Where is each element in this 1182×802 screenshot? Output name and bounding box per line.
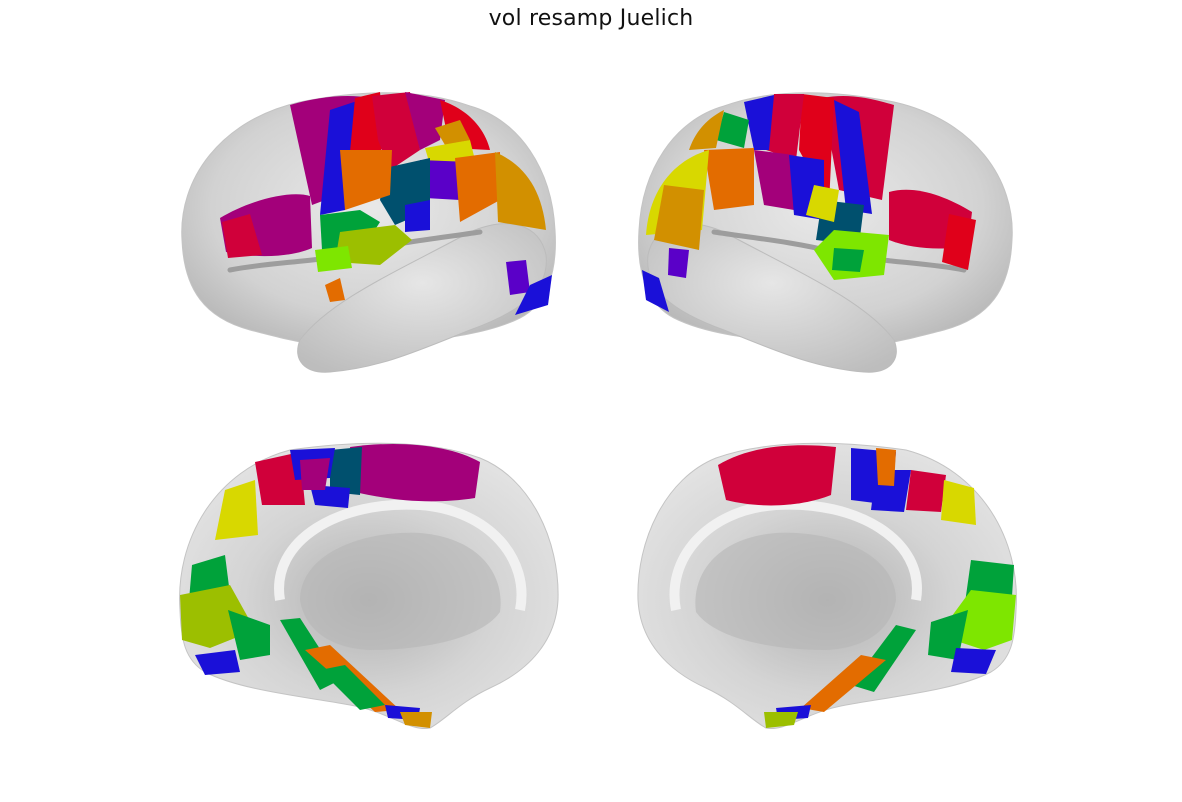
parcel [325, 278, 345, 302]
parcel [300, 458, 330, 490]
parcel [906, 470, 946, 512]
parcel [799, 94, 834, 205]
figure-title: vol resamp Juelich [488, 6, 694, 31]
parcel [654, 185, 704, 250]
parcel [435, 120, 470, 145]
parcel [350, 443, 480, 502]
parcel [222, 214, 262, 258]
parcel [642, 270, 669, 312]
parcel [754, 150, 794, 210]
parcel [801, 655, 886, 712]
parcel [400, 712, 432, 728]
parcel [335, 225, 412, 265]
parcel [941, 480, 976, 525]
right-hemisphere-lateral-view [638, 92, 1013, 373]
parcel [315, 246, 352, 272]
right-hemisphere-medial-view [637, 442, 1017, 730]
medial-wall [300, 532, 501, 650]
parcel [716, 112, 749, 148]
parcel [766, 94, 804, 160]
parcel [515, 275, 552, 315]
parcel [455, 152, 500, 222]
parcel [832, 248, 864, 272]
parcel [834, 100, 872, 214]
parcel [718, 445, 836, 506]
parcel [255, 452, 305, 505]
parcel [330, 447, 362, 495]
parcel [320, 665, 385, 710]
parcel [320, 100, 360, 215]
parcel [668, 248, 689, 278]
parcel [506, 260, 530, 295]
parcel [942, 214, 976, 270]
parcel [310, 485, 350, 508]
parcel [405, 200, 430, 232]
parcel [764, 712, 798, 728]
parcel [405, 92, 445, 150]
medial-wall [695, 532, 896, 650]
left-hemisphere-medial-view [179, 442, 559, 730]
parcel [951, 648, 996, 674]
parcel [215, 480, 258, 540]
left-hemisphere-lateral-view [181, 92, 556, 373]
parcel [195, 650, 240, 675]
parcel [876, 448, 896, 486]
parcel [744, 95, 774, 150]
corpus-callosum-ring [274, 499, 527, 611]
parcel [704, 148, 754, 210]
parcel [495, 152, 546, 230]
parcel [689, 110, 724, 150]
parcel [928, 610, 968, 660]
parcel [340, 150, 392, 210]
parcel [806, 185, 839, 222]
parcel [228, 610, 270, 660]
